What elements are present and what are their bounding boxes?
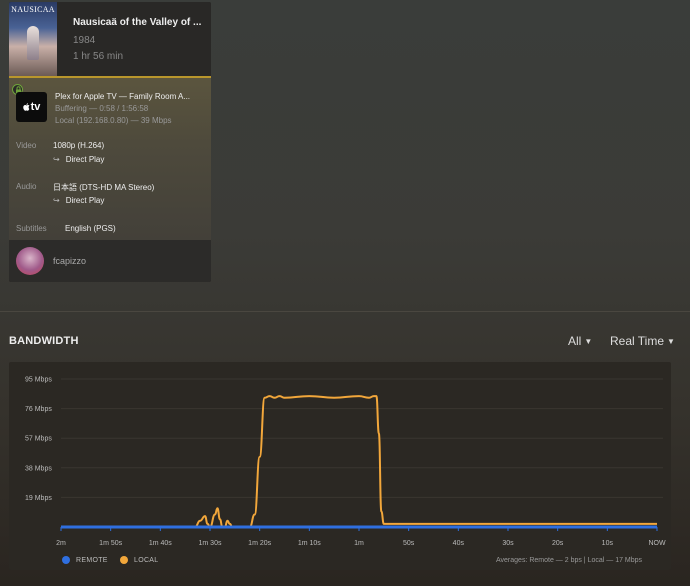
- media-duration: 1 hr 56 min: [73, 51, 124, 62]
- media-header: NAUSICAA Nausicaä of the Valley of ... 1…: [9, 2, 211, 76]
- bandwidth-chart: 95 Mbps 76 Mbps 57 Mbps 38 Mbps 19 Mbps 2m 1m …: [25, 377, 666, 548]
- direct-play-arrow-icon: ↪: [53, 196, 60, 205]
- x-tick-label: 50s: [403, 540, 415, 547]
- x-tick-label: 1m 30s: [199, 540, 222, 547]
- subtitles-value: English (PGS): [65, 224, 116, 233]
- filter-value: All: [568, 334, 582, 348]
- movie-poster[interactable]: NAUSICAA: [9, 2, 57, 76]
- caret-down-icon: ▼: [584, 337, 593, 346]
- bandwidth-averages: Averages: Remote — 2 bps | Local — 17 Mb…: [496, 557, 643, 564]
- video-decision-text: Direct Play: [65, 155, 105, 164]
- x-tick-label: 10s: [602, 540, 614, 547]
- timeframe-dropdown[interactable]: Real Time ▼: [610, 334, 675, 348]
- poster-title: NAUSICAA: [11, 5, 55, 14]
- x-tick-label: 1m 20s: [248, 540, 271, 547]
- x-tick-label: 1m 50s: [99, 540, 122, 547]
- y-tick-label: 57 Mbps: [25, 436, 52, 443]
- x-tick-label: NOW: [648, 540, 666, 547]
- legend-remote-dot[interactable]: [62, 556, 70, 564]
- timeframe-value: Real Time: [610, 334, 665, 348]
- x-tick-label: 20s: [552, 540, 564, 547]
- legend-local-dot[interactable]: [120, 556, 128, 564]
- username[interactable]: fcapizzo: [53, 256, 87, 266]
- x-tick-label: 1m: [354, 540, 364, 547]
- x-tick-label: 30s: [502, 540, 514, 547]
- y-tick-label: 76 Mbps: [25, 406, 52, 413]
- bandwidth-title: BANDWIDTH: [9, 335, 79, 347]
- audio-value: 日本語 (DTS-HD MA Stereo): [53, 183, 155, 192]
- legend-local-label[interactable]: LOCAL: [134, 557, 159, 564]
- y-tick-label: 38 Mbps: [25, 465, 52, 472]
- avatar[interactable]: [16, 247, 44, 275]
- media-title[interactable]: Nausicaä of the Valley of ...: [73, 17, 202, 28]
- y-tick-label: 95 Mbps: [25, 377, 52, 384]
- section-divider: [0, 311, 690, 312]
- session-card[interactable]: NAUSICAA Nausicaä of the Valley of ... 1…: [9, 2, 211, 282]
- video-decision: ↪ Direct Play: [53, 155, 104, 164]
- apple-tv-logo-text: tv: [30, 101, 41, 113]
- x-tick-label: 1m 40s: [149, 540, 172, 547]
- stream-details: tv Plex for Apple TV — Family Room A... …: [9, 76, 211, 240]
- apple-tv-icon: tv: [16, 92, 47, 122]
- audio-label: Audio: [16, 182, 37, 191]
- audio-decision: ↪ Direct Play: [53, 196, 104, 205]
- video-label: Video: [16, 141, 37, 150]
- playback-state: Buffering — 0:58 / 1:56:58: [55, 104, 149, 113]
- caret-down-icon: ▼: [667, 337, 675, 346]
- x-tick-label: 2m: [56, 540, 66, 547]
- user-row[interactable]: fcapizzo: [9, 240, 211, 282]
- audio-decision-text: Direct Play: [65, 196, 105, 205]
- network-info: Local (192.168.0.80) — 39 Mbps: [55, 116, 172, 125]
- x-tick-label: 1m 10s: [298, 540, 321, 547]
- legend-remote-label[interactable]: REMOTE: [76, 557, 108, 564]
- subtitles-label: Subtitles: [16, 224, 47, 233]
- y-tick-label: 19 Mbps: [25, 495, 52, 502]
- media-year: 1984: [73, 35, 96, 46]
- direct-play-arrow-icon: ↪: [53, 155, 60, 164]
- poster-figure: [27, 26, 39, 60]
- bandwidth-chart-panel: 95 Mbps 76 Mbps 57 Mbps 38 Mbps 19 Mbps 2m 1m …: [9, 362, 671, 570]
- video-value: 1080p (H.264): [53, 141, 105, 150]
- x-tick-label: 40s: [453, 540, 465, 547]
- filter-dropdown[interactable]: All ▼: [568, 334, 592, 348]
- series-line-local: [61, 395, 657, 528]
- player-name: Plex for Apple TV — Family Room A...: [55, 92, 191, 101]
